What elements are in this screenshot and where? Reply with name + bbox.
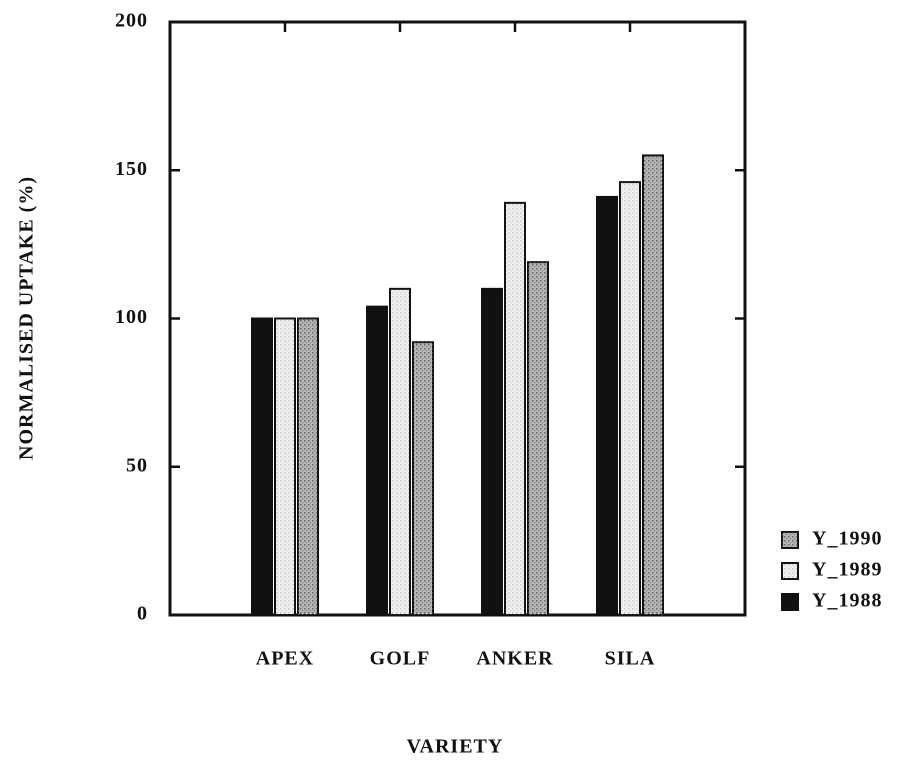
legend-texture: [782, 532, 798, 548]
bar: [596, 195, 618, 616]
y-tick-label: 0: [137, 603, 148, 625]
bar: [481, 287, 503, 616]
bar: [366, 305, 388, 616]
bar-texture: [298, 318, 318, 615]
legend-texture: [782, 563, 798, 579]
x-axis-label: VARIETY: [407, 736, 504, 758]
y-tick-label: 200: [115, 10, 148, 32]
bar: [251, 317, 273, 616]
bar-texture: [528, 262, 548, 615]
bar-texture: [643, 155, 663, 616]
x-tick-label: APEX: [256, 648, 314, 670]
y-axis-label: NORMALISED UPTAKE (%): [16, 176, 38, 460]
x-tick-label: GOLF: [370, 648, 431, 670]
legend-label: Y_1988: [812, 590, 882, 612]
bar-texture: [275, 318, 295, 615]
legend-label: Y_1989: [812, 559, 882, 581]
y-tick-label: 100: [115, 306, 148, 328]
legend-label: Y_1990: [812, 528, 882, 550]
x-tick-label: SILA: [605, 648, 656, 670]
bar-texture: [413, 342, 433, 615]
bar-texture: [390, 288, 410, 615]
x-tick-label: ANKER: [476, 648, 553, 670]
legend-swatch: [781, 593, 799, 611]
y-tick-label: 50: [126, 454, 148, 476]
bar-texture: [505, 202, 525, 616]
y-tick-label: 150: [115, 158, 148, 180]
bar-texture: [620, 182, 640, 616]
